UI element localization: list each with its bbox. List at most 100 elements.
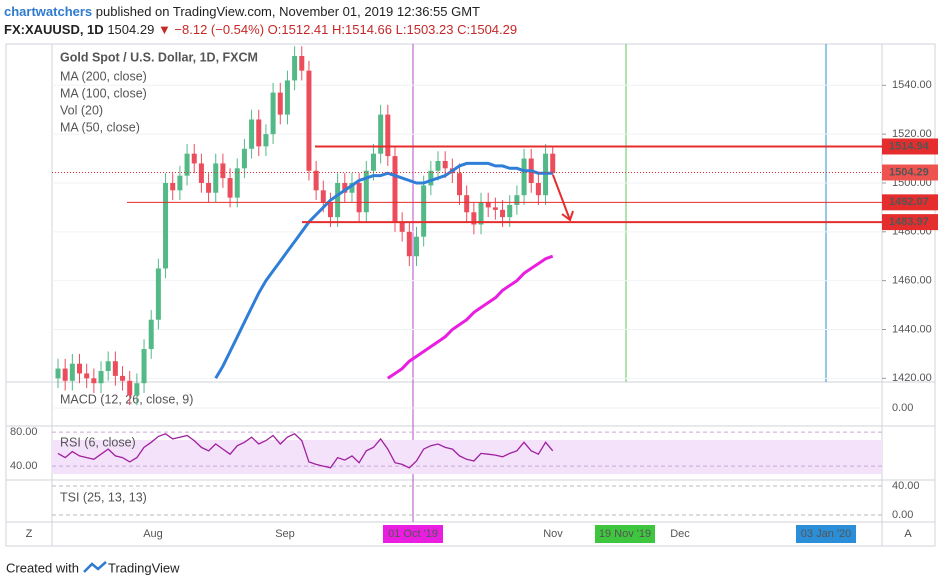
candle-body	[170, 182, 176, 191]
tsi-label: TSI (25, 13, 13)	[60, 490, 147, 504]
y-tick-label: 1540.00	[892, 79, 932, 91]
y-tick-label: 40.00	[892, 480, 920, 492]
legend-title: Gold Spot / U.S. Dollar, 1D, FXCM	[60, 50, 258, 64]
logo	[83, 561, 107, 573]
candle-body	[306, 70, 312, 171]
candle-body	[349, 182, 355, 193]
legend-item: MA (200, close)	[60, 69, 147, 83]
price-tag	[882, 194, 938, 211]
candle-body	[292, 55, 298, 81]
candle-body	[392, 156, 398, 223]
y-tick-label: 0.00	[892, 509, 913, 521]
candle-body	[127, 380, 133, 396]
candle-body	[98, 371, 104, 384]
change: ▼ −8.12 (−0.54%)	[158, 22, 264, 37]
candle-body	[163, 182, 169, 269]
candle-body	[84, 373, 90, 379]
candle-body	[177, 175, 183, 191]
candle-body	[198, 163, 204, 183]
legend-item: Vol (20)	[60, 103, 103, 117]
rsi-band	[52, 440, 882, 474]
candle-body	[385, 114, 391, 157]
frame	[5, 43, 936, 547]
candle-body	[270, 92, 276, 135]
candle-body	[320, 190, 326, 203]
candle-body	[471, 212, 477, 225]
date-tag	[383, 525, 443, 543]
candle-body	[256, 119, 262, 147]
footer-brand[interactable]: TradingView	[108, 560, 180, 575]
candle-body	[277, 92, 283, 115]
candle-body	[492, 207, 498, 210]
y-tick-label: 1440.00	[892, 323, 932, 335]
candle-body	[112, 361, 118, 376]
arrow	[552, 174, 574, 222]
ohlc-o: O:1512.41	[268, 22, 329, 37]
price-tag	[882, 164, 938, 181]
candle-body	[155, 268, 161, 320]
candle-body	[535, 182, 541, 196]
candle-body	[406, 231, 412, 257]
candle-body	[313, 170, 319, 191]
ohlc-h: H:1514.66	[332, 22, 392, 37]
y-tick-label: 80.00	[10, 426, 38, 438]
candle-body	[428, 170, 434, 186]
candle-body	[378, 114, 384, 154]
candle-body	[550, 153, 556, 174]
y-tick-label: 1460.00	[892, 275, 932, 287]
rsi-label: RSI (6, close)	[60, 435, 136, 449]
candle-body	[363, 170, 369, 213]
candle-body	[184, 153, 190, 176]
candle-body	[241, 148, 247, 169]
date-tag	[595, 525, 655, 543]
x-tick-label: 01 Oct '19	[388, 528, 438, 540]
candle-body	[514, 195, 520, 205]
x-tick-label: 19 Nov '19	[599, 528, 651, 540]
candle-body	[442, 160, 448, 169]
candle-body	[191, 153, 197, 164]
candle-body	[421, 185, 427, 237]
candle-body	[91, 378, 97, 384]
candle-body	[105, 361, 111, 372]
price-tag-label: 1483.97	[889, 216, 929, 228]
candle-body	[213, 163, 219, 193]
candle-body	[335, 182, 341, 218]
candle-body	[356, 182, 362, 213]
candle-body	[206, 182, 212, 193]
candle-body	[77, 363, 83, 374]
ohlc-c: C:1504.29	[457, 22, 517, 37]
x-tick-label: Aug	[143, 528, 163, 540]
candle-body	[249, 119, 255, 149]
candle-body	[120, 375, 126, 381]
ohlc-l: L:1503.23	[396, 22, 454, 37]
x-tick-label: Dec	[670, 528, 690, 540]
legend-item: MA (100, close)	[60, 86, 147, 100]
candle-body	[414, 236, 419, 257]
zoom-button[interactable]: Z	[26, 528, 33, 540]
last: 1504.29	[107, 22, 154, 37]
candle-body	[370, 153, 376, 171]
candle-body	[500, 209, 506, 218]
candle-body	[284, 80, 290, 115]
ma-line	[386, 254, 554, 380]
price-tag-label: 1504.29	[889, 166, 929, 178]
candle-body	[62, 368, 68, 381]
date-tag	[796, 525, 856, 543]
symbol: FX:XAUUSD, 1D	[4, 22, 104, 37]
legend-item: MA (50, close)	[60, 120, 140, 134]
candle-body	[457, 173, 463, 196]
macd-label: MACD (12, 26, close, 9)	[60, 392, 193, 406]
rsi-line	[57, 433, 554, 469]
y-tick-label: 40.00	[10, 460, 38, 472]
candle-body	[507, 204, 513, 218]
candle-body	[435, 160, 441, 171]
candle-body	[227, 178, 233, 198]
author[interactable]: chartwatchers	[4, 4, 92, 19]
auto-button[interactable]: A	[904, 528, 912, 540]
x-tick-label: Sep	[275, 528, 295, 540]
candle-body	[342, 182, 348, 193]
candle-body	[234, 168, 240, 198]
candle-body	[299, 55, 305, 71]
footer-created: Created with	[6, 560, 79, 575]
